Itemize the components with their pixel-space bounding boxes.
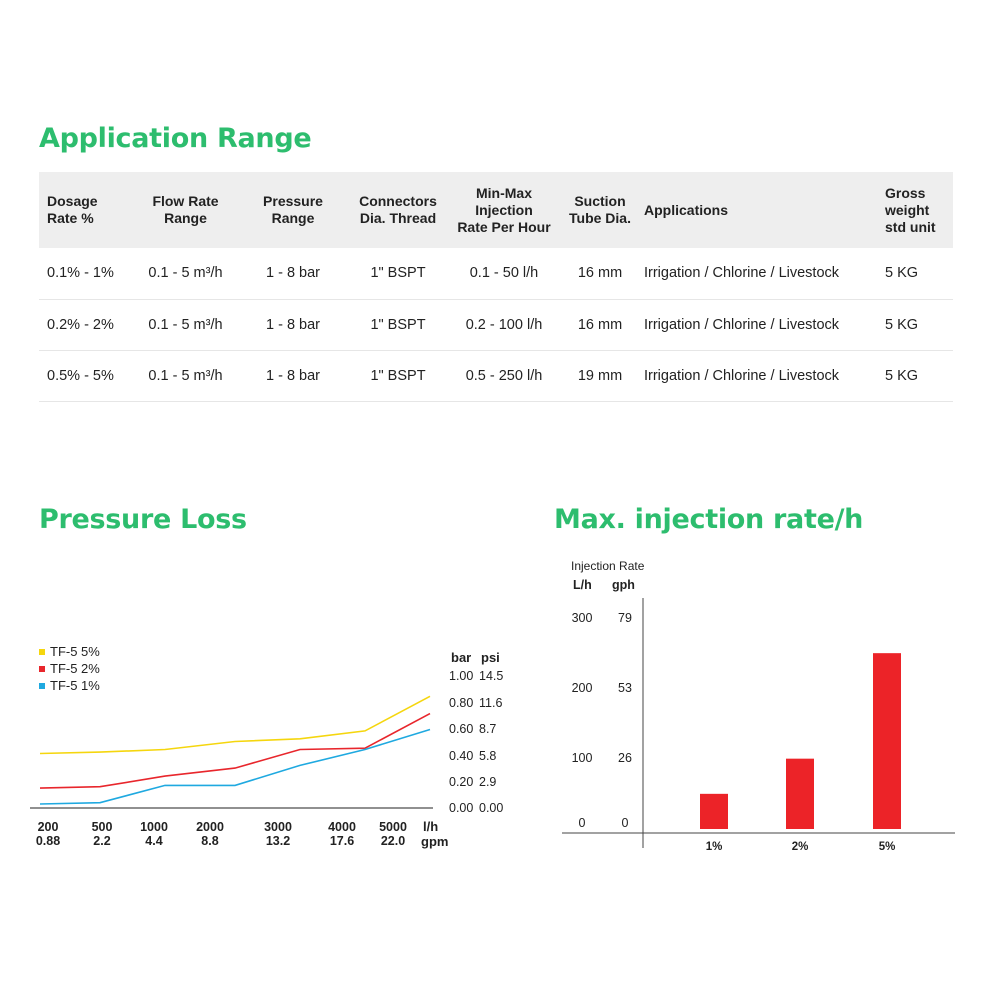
bar-1pct bbox=[700, 793, 728, 829]
table-cell: 0.2 - 100 l/h bbox=[444, 299, 564, 351]
application-range-title: Application Range bbox=[39, 123, 312, 154]
x-tick-label-secondary: 4.4 bbox=[145, 834, 162, 848]
y-tick-label-secondary: 11.6 bbox=[479, 696, 502, 710]
table-cell: 0.2% - 2% bbox=[39, 299, 137, 351]
table-cell: 5 KG bbox=[881, 248, 953, 300]
bar-5pct bbox=[873, 653, 901, 829]
table-cell: 1 - 8 bar bbox=[234, 248, 352, 300]
table-cell: 1" BSPT bbox=[352, 299, 444, 351]
y-tick-label-secondary: 0.00 bbox=[479, 801, 503, 815]
table-cell: 1" BSPT bbox=[352, 248, 444, 300]
y-tick-label: 0.20 bbox=[449, 775, 473, 789]
y-tick-label-secondary: 0 bbox=[622, 816, 629, 830]
table-cell: 16 mm bbox=[564, 299, 636, 351]
x-tick-label-secondary: 0.88 bbox=[36, 834, 60, 848]
y-secondary-unit-label: psi bbox=[481, 650, 500, 665]
y-tick-label: 300 bbox=[572, 611, 593, 625]
bar-2pct bbox=[786, 758, 814, 829]
table-cell: 1" BSPT bbox=[352, 350, 444, 402]
header-suction-tube: Suction Tube Dia. bbox=[564, 172, 636, 248]
legend-label: TF-5 5% bbox=[50, 644, 100, 659]
table-cell: 0.1 - 5 m³/h bbox=[137, 350, 234, 402]
x-tick-label: 1000 bbox=[140, 820, 168, 834]
table-cell: 5 KG bbox=[881, 299, 953, 351]
injection-rate-chart: Injection Rate L/h gph 0 0 100 26 200 53 300 79 1% 2… bbox=[562, 559, 955, 853]
table-cell: Irrigation / Chlorine / Livestock bbox=[636, 299, 881, 351]
table-cell: 0.5% - 5% bbox=[39, 350, 137, 402]
x-tick-label: 4000 bbox=[328, 820, 356, 834]
table-row: 0.5% - 5% 0.1 - 5 m³/h 1 - 8 bar 1" BSPT 0.5… bbox=[39, 350, 953, 402]
header-pressure-range: Pressure Range bbox=[234, 172, 352, 248]
table-cell: 0.1 - 5 m³/h bbox=[137, 248, 234, 300]
y-tick-label: 0.80 bbox=[449, 696, 473, 710]
y-tick-label: 0 bbox=[579, 816, 586, 830]
x-tick-label-secondary: 2.2 bbox=[93, 834, 110, 848]
header-connectors: Connectors Dia. Thread bbox=[352, 172, 444, 248]
table-cell: 0.5 - 250 l/h bbox=[444, 350, 564, 402]
y-tick-label-secondary: 26 bbox=[618, 751, 632, 765]
table-cell: 1 - 8 bar bbox=[234, 299, 352, 351]
header-dosage-rate: Dosage Rate % bbox=[39, 172, 137, 248]
x-tick-label-secondary: 17.6 bbox=[330, 834, 354, 848]
table-row: 0.1% - 1% 0.1 - 5 m³/h 1 - 8 bar 1" BSPT 0.1… bbox=[39, 248, 953, 300]
header-flow-rate: Flow Rate Range bbox=[137, 172, 234, 248]
legend-swatch bbox=[39, 666, 45, 672]
pressure-loss-title: Pressure Loss bbox=[39, 504, 247, 535]
y-unit-label: L/h bbox=[573, 578, 592, 592]
table-cell: 19 mm bbox=[564, 350, 636, 402]
y-tick-label-secondary: 53 bbox=[618, 681, 632, 695]
max-injection-title: Max. injection rate/h bbox=[554, 504, 864, 535]
x-tick-label-secondary: 22.0 bbox=[381, 834, 405, 848]
application-range-table: Dosage Rate % Flow Rate Range Pressure Rang… bbox=[39, 172, 953, 402]
y-tick-label-secondary: 5.8 bbox=[479, 749, 496, 763]
x-unit-label: l/h bbox=[423, 819, 438, 834]
table-cell: 0.1 - 50 l/h bbox=[444, 248, 564, 300]
y-unit-label: bar bbox=[451, 650, 471, 665]
x-tick-label: 1% bbox=[706, 841, 723, 853]
table-cell: 16 mm bbox=[564, 248, 636, 300]
x-tick-label: 2% bbox=[792, 841, 809, 853]
y-tick-label: 100 bbox=[572, 751, 593, 765]
legend-label: TF-5 2% bbox=[50, 661, 100, 676]
table-cell: 0.1 - 5 m³/h bbox=[137, 299, 234, 351]
header-applications: Applications bbox=[636, 172, 881, 248]
x-tick-label: 2000 bbox=[196, 820, 224, 834]
table-cell: Irrigation / Chlorine / Livestock bbox=[636, 248, 881, 300]
table-header-row: Dosage Rate % Flow Rate Range Pressure Rang… bbox=[39, 172, 953, 248]
table-cell: 0.1% - 1% bbox=[39, 248, 137, 300]
y-secondary-unit-label: gph bbox=[612, 578, 635, 592]
y-tick-label-secondary: 14.5 bbox=[479, 669, 503, 683]
table-cell: 1 - 8 bar bbox=[234, 350, 352, 402]
header-gross-weight: Gross weight std unit bbox=[881, 172, 953, 248]
table-cell: 5 KG bbox=[881, 350, 953, 402]
table-row: 0.2% - 2% 0.1 - 5 m³/h 1 - 8 bar 1" BSPT 0.2… bbox=[39, 299, 953, 351]
legend-swatch bbox=[39, 649, 45, 655]
x-tick-label: 200 bbox=[38, 820, 59, 834]
y-tick-label-secondary: 8.7 bbox=[479, 722, 496, 736]
y-tick-label: 0.60 bbox=[449, 722, 473, 736]
header-injection-rate: Min-Max Injection Rate Per Hour bbox=[444, 172, 564, 248]
series-line-tf-5-1- bbox=[39, 728, 431, 805]
x-tick-label-secondary: 13.2 bbox=[266, 834, 290, 848]
y-tick-label: 0.40 bbox=[449, 749, 473, 763]
y-axis-title: Injection Rate bbox=[571, 559, 645, 573]
table-cell: Irrigation / Chlorine / Livestock bbox=[636, 350, 881, 402]
legend-swatch bbox=[39, 683, 45, 689]
y-tick-label: 1.00 bbox=[449, 669, 473, 683]
x-secondary-unit-label: gpm bbox=[421, 834, 448, 849]
series-line-tf-5-5- bbox=[39, 695, 431, 755]
y-tick-label: 0.00 bbox=[449, 801, 473, 815]
x-tick-label: 5% bbox=[879, 841, 896, 853]
y-tick-label-secondary: 2.9 bbox=[479, 775, 496, 789]
legend-label: TF-5 1% bbox=[50, 678, 100, 693]
series-line-tf-5-2- bbox=[39, 712, 431, 789]
y-tick-label-secondary: 79 bbox=[618, 611, 632, 625]
x-tick-label: 5000 bbox=[379, 820, 407, 834]
x-tick-label: 500 bbox=[92, 820, 113, 834]
x-tick-label-secondary: 8.8 bbox=[201, 834, 218, 848]
y-tick-label: 200 bbox=[572, 681, 593, 695]
x-tick-label: 3000 bbox=[264, 820, 292, 834]
